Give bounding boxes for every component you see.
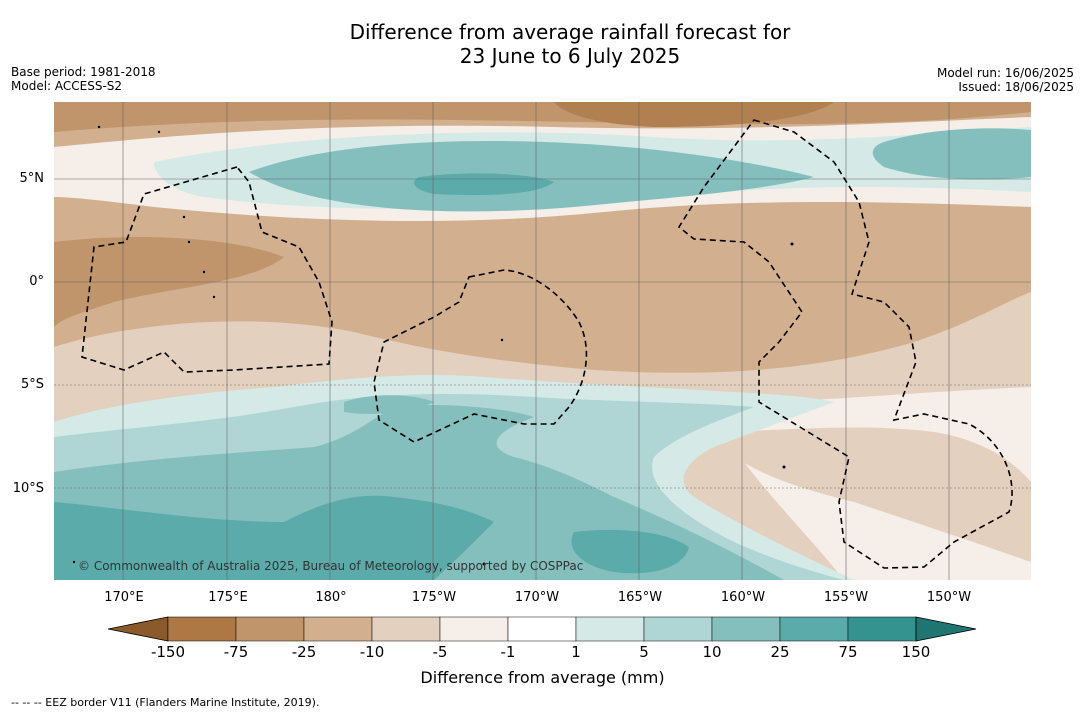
wet-band-north xyxy=(249,140,814,212)
colorbar-segment xyxy=(303,616,373,642)
eez-legend: -- -- -- EEZ border V11 (Flanders Marine… xyxy=(11,696,320,709)
lat-label-5s: 5°S xyxy=(20,377,44,392)
colorbar-tick-label: 1 xyxy=(571,643,581,661)
colorbar-tick-label: -25 xyxy=(291,643,317,661)
colorbar-segment xyxy=(575,616,645,642)
island xyxy=(782,465,786,469)
dry-core-north xyxy=(554,102,834,127)
colorbar-segment xyxy=(847,616,917,642)
wet-core-southwest xyxy=(54,495,494,580)
map-canvas xyxy=(54,102,1031,580)
base-period: Base period: 1981-2018 xyxy=(11,65,156,79)
map-title: Difference from average rainfall forecas… xyxy=(0,20,1085,68)
colorbar-tick-label: -75 xyxy=(223,643,249,661)
lon-label-180: 180° xyxy=(315,590,347,605)
lon-label-170e: 170°E xyxy=(104,590,144,605)
colorbar-tick-label: 75 xyxy=(838,643,858,661)
island xyxy=(482,562,486,566)
island xyxy=(187,240,191,244)
colorbar-tick-label: -10 xyxy=(359,643,385,661)
lon-label-175e: 175°E xyxy=(208,590,248,605)
meta-left: Base period: 1981-2018 Model: ACCESS-S2 xyxy=(11,65,156,93)
lon-label-165w: 165°W xyxy=(617,590,663,605)
title-line-1: Difference from average rainfall forecas… xyxy=(349,20,791,44)
eez-border-east xyxy=(677,119,1013,569)
colorbar-tick-label: 5 xyxy=(639,643,649,661)
island xyxy=(182,215,186,219)
meta-right: Model run: 16/06/2025 Issued: 18/06/2025 xyxy=(937,66,1074,94)
islands xyxy=(72,125,794,566)
model-run: Model run: 16/06/2025 xyxy=(936,66,1074,80)
colorbar-tick-label: -150 xyxy=(150,643,186,661)
island xyxy=(212,295,216,299)
island xyxy=(97,125,101,129)
lon-label-170w: 170°W xyxy=(514,590,560,605)
colorbar-segment xyxy=(235,616,305,642)
colorbar-label: Difference from average (mm) xyxy=(420,668,665,687)
colorbar-segment xyxy=(711,616,781,642)
lat-label-10s: 10°S xyxy=(12,481,44,496)
island xyxy=(790,242,794,246)
colorbar xyxy=(107,615,978,647)
colorbar-svg xyxy=(107,616,977,642)
colorbar-segment xyxy=(371,616,441,642)
wet-core-south xyxy=(571,529,689,574)
copyright-credit: © Commonwealth of Australia 2025, Bureau… xyxy=(78,559,584,573)
eez-border-west xyxy=(81,166,333,373)
colorbar-tick-label: 150 xyxy=(901,643,931,661)
lon-label-155w: 155°W xyxy=(823,590,869,605)
eez-borders xyxy=(81,119,1013,569)
colorbar-segment xyxy=(439,616,509,642)
wet-patch-south-center xyxy=(344,395,434,414)
lon-label-150w: 150°W xyxy=(926,590,972,605)
colorbar-tick-label: -1 xyxy=(500,643,516,661)
colorbar-tick-label: -5 xyxy=(432,643,448,661)
model-name: Model: ACCESS-S2 xyxy=(11,79,123,93)
colorbar-segment xyxy=(643,616,713,642)
title-line-2: 23 June to 6 July 2025 xyxy=(459,44,681,68)
issued-date: Issued: 18/06/2025 xyxy=(958,80,1074,94)
colorbar-segment xyxy=(779,616,849,642)
colorbar-tick-label: 25 xyxy=(770,643,790,661)
lon-label-175w: 175°W xyxy=(411,590,457,605)
colorbar-segment xyxy=(507,616,577,642)
lat-label-5n: 5°N xyxy=(19,171,45,186)
colorbar-extend-high xyxy=(915,616,977,642)
wet-patch-northeast xyxy=(872,128,1031,180)
rainfall-map xyxy=(54,102,1031,580)
island xyxy=(500,338,504,342)
island xyxy=(157,130,161,134)
colorbar-extend-low xyxy=(107,616,169,642)
colorbar-segment xyxy=(167,616,237,642)
colorbar-tick-label: 10 xyxy=(702,643,722,661)
lat-label-0: 0° xyxy=(29,274,44,289)
lon-label-160w: 160°W xyxy=(720,590,766,605)
island xyxy=(202,270,206,274)
eez-border-central xyxy=(373,269,588,443)
island xyxy=(72,560,76,564)
